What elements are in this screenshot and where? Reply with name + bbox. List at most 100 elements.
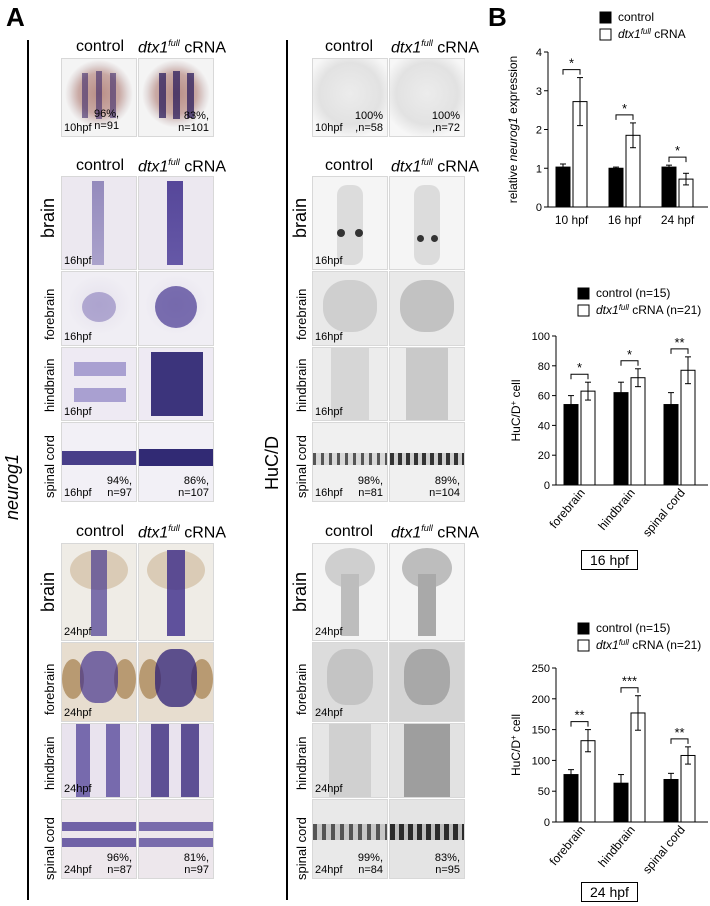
stats-label: 81%, n=97 xyxy=(183,852,209,876)
hindbrain-shape xyxy=(404,724,450,797)
stats-label: 83%, n=95 xyxy=(434,852,460,876)
stage-label: 16hpf xyxy=(315,255,343,267)
hucd-dot xyxy=(431,235,438,242)
x-tick-label: 16 hpf xyxy=(608,213,642,227)
y-tick-label: 100 xyxy=(532,331,550,343)
image-hucd-16hpf-spinal-control: 16hpf 98%, n=81 xyxy=(312,422,388,502)
legend-label-part: full xyxy=(619,638,629,647)
y-axis-label-part: HuC/D xyxy=(509,740,523,776)
header-control: control xyxy=(76,523,125,540)
expression-block xyxy=(151,352,203,416)
stage-label: 16hpf xyxy=(315,331,343,343)
image-hucd-24hpf-forebrain-dtx xyxy=(389,642,465,722)
stage-label: 10hpf xyxy=(315,122,343,134)
y-tick-label: 250 xyxy=(532,663,550,675)
significance-bracket xyxy=(670,348,689,354)
significance-label: * xyxy=(569,56,574,71)
image-neurog1-24hpf-brain-dtx xyxy=(138,543,214,641)
y-tick-label: 2 xyxy=(536,125,542,137)
image-hucd-24hpf-brain-control: 24hpf xyxy=(312,543,388,641)
stage-label: 16hpf xyxy=(315,487,343,499)
header-dtx: dtx1full cRNA xyxy=(138,38,226,57)
panel-b-letter: B xyxy=(488,2,507,32)
image-neurog1-24hpf-forebrain-dtx xyxy=(138,642,214,722)
image-hucd-10hpf-dtx: 100% ,n=72 xyxy=(389,58,465,137)
stats-label: 89%, n=104 xyxy=(429,475,460,499)
image-neurog1-16hpf-spinal-dtx: 86%, n=107 xyxy=(138,422,214,502)
header-control: control xyxy=(325,157,374,174)
image-neurog1-24hpf-brain-control: 24hpf xyxy=(61,543,137,641)
y-tick-label: 40 xyxy=(538,420,550,432)
image-hucd-24hpf-hindbrain-dtx xyxy=(389,723,465,798)
legend-label-dtx: dtx1full cRNA (n=21) xyxy=(596,638,701,653)
neural-tube xyxy=(167,181,183,265)
bar xyxy=(680,754,696,823)
eye xyxy=(114,659,136,699)
x-tick-label: forebrain xyxy=(547,823,588,868)
stage-label: 16hpf xyxy=(64,487,92,499)
x-tick-label: hindbrain xyxy=(595,823,637,870)
expression-stripe xyxy=(159,73,166,118)
significance-label: *** xyxy=(622,674,637,689)
x-tick-label: 10 hpf xyxy=(555,213,589,227)
header-control: control xyxy=(76,38,125,55)
y-tick-label: 80 xyxy=(538,361,550,373)
image-neurog1-10hpf-control: 10hpf xyxy=(61,58,137,137)
image-hucd-16hpf-spinal-dtx: 89%, n=104 xyxy=(389,422,465,502)
spinal-band xyxy=(390,824,464,840)
neural-tube xyxy=(167,550,185,636)
image-hucd-16hpf-hindbrain-control: 16hpf xyxy=(312,347,388,421)
stats-label: 100% ,n=72 xyxy=(431,110,460,134)
neural-tube xyxy=(341,574,359,636)
y-axis-label-part: HuC/D xyxy=(509,405,523,441)
stats-label: 100% ,n=58 xyxy=(354,110,383,134)
expression-band xyxy=(139,838,213,847)
image-neurog1-16hpf-brain-control: 16hpf xyxy=(61,176,137,270)
y-tick-label: 0 xyxy=(544,817,550,829)
significance-bracket xyxy=(562,69,581,75)
hucd-dot xyxy=(417,235,424,242)
image-neurog1-16hpf-forebrain-dtx xyxy=(138,271,214,346)
significance-bracket xyxy=(668,156,687,163)
neural-tube xyxy=(91,550,107,636)
eye xyxy=(62,659,84,699)
header-dtx: dtx1full cRNA xyxy=(391,157,479,176)
stage-label: 16hpf xyxy=(64,406,92,418)
significance-bracket xyxy=(615,114,634,120)
legend-label-part: cRNA (n=21) xyxy=(629,303,701,317)
image-hucd-24hpf-spinal-control: 24hpf 99%, n=84 xyxy=(312,799,388,879)
y-axis-label: relative neurog1 expression xyxy=(506,56,520,203)
y-tick-label: 3 xyxy=(536,86,542,98)
y-tick-label: 4 xyxy=(536,47,542,59)
y-tick-label: 60 xyxy=(538,391,550,403)
legend-label-part: dtx1 xyxy=(596,303,619,317)
y-axis-label-part: relative xyxy=(506,161,520,203)
stats-label: 86%, n=107 xyxy=(178,475,209,499)
x-tick-label: spinal cord xyxy=(640,823,688,876)
stats-label: 96%, n=91 xyxy=(94,108,120,132)
expression-band xyxy=(62,451,136,465)
image-hucd-24hpf-forebrain-control: 24hpf xyxy=(312,642,388,722)
neurog1-divider xyxy=(27,40,29,900)
stage-label: 16hpf xyxy=(64,255,92,267)
stats-label: 96%, n=87 xyxy=(106,852,132,876)
stage-label: 24hpf xyxy=(64,626,92,638)
spinal-band xyxy=(390,453,464,465)
brain-shape xyxy=(404,649,450,705)
image-neurog1-16hpf-hindbrain-control: 16hpf xyxy=(61,347,137,421)
hucd-divider xyxy=(286,40,288,900)
legend-swatch-dtx xyxy=(577,304,590,317)
y-tick-label: 0 xyxy=(536,202,542,214)
stage-label: 24hpf xyxy=(315,783,343,795)
image-neurog1-16hpf-brain-dtx xyxy=(138,176,214,270)
significance-label: ** xyxy=(674,335,684,350)
image-neurog1-24hpf-spinal-dtx: 81%, n=97 xyxy=(138,799,214,879)
x-tick-label: hindbrain xyxy=(595,486,637,533)
legend-swatch-control xyxy=(577,287,590,300)
expression-column xyxy=(76,724,90,797)
expression-column xyxy=(151,724,169,797)
significance-label: ** xyxy=(574,708,584,723)
y-tick-label: 150 xyxy=(532,725,550,737)
legend-label-part: dtx1 xyxy=(596,638,619,652)
